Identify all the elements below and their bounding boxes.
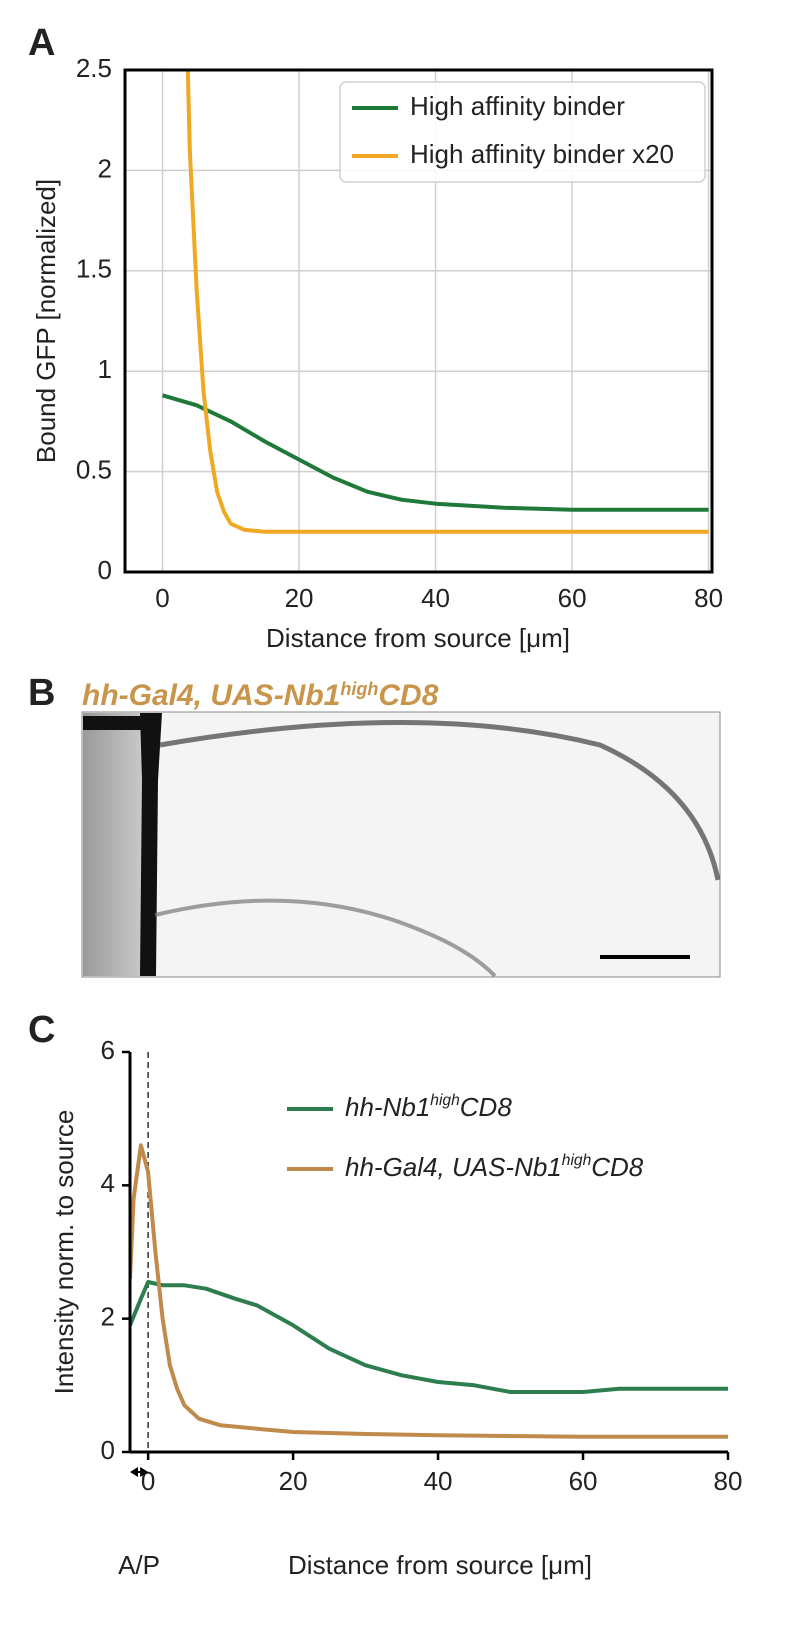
x-tick-label: 0 [155,583,169,613]
panel-label: B [28,672,55,714]
y-tick-label: 2 [98,153,112,183]
y-tick-label: 0.5 [76,454,112,484]
x-tick-label: 80 [694,583,723,613]
text-part: high [430,1092,459,1109]
legend-label: High affinity binder x20 [410,139,674,169]
legend-label: hh-Gal4, UAS-Nb1highCD8 [345,1152,644,1182]
y-tick-label: 2.5 [76,53,112,83]
micrograph [81,711,721,978]
y-tick-label: 1 [98,354,112,384]
panel-title: hh-Gal4, UAS-Nb1highCD8 [82,679,439,712]
text-part: hh-Nb1 [345,1092,430,1122]
annotation: A/P [118,1550,160,1580]
text-part: CD8 [591,1152,644,1182]
x-axis-label: Distance from source [μm] [288,1550,592,1580]
series-line [130,1143,728,1439]
x-axis-label: Distance from source [μm] [266,623,570,653]
text-part: high [562,1152,591,1169]
x-tick-label: 20 [279,1466,308,1496]
x-tick-label: 80 [714,1466,743,1496]
series-line [130,1280,728,1394]
text-part: CD8 [378,679,438,712]
y-tick-label: 2 [101,1302,115,1332]
x-tick-label: 60 [558,583,587,613]
legend-label: High affinity binder [410,91,625,121]
y-tick-label: 6 [101,1035,115,1065]
text-part: hh-Gal4, UAS-Nb1 [82,679,340,712]
y-tick-label: 0 [101,1435,115,1465]
x-tick-label: 20 [285,583,314,613]
y-tick-label: 4 [101,1168,115,1198]
panel-label: C [28,1009,55,1051]
y-axis-label: Bound GFP [normalized] [31,179,61,463]
x-tick-label: 60 [569,1466,598,1496]
legend-label: hh-Nb1highCD8 [345,1092,512,1122]
y-tick-label: 1.5 [76,254,112,284]
series-line [185,70,709,534]
text-part: CD8 [460,1092,513,1122]
text-part: high [340,679,378,699]
plot-frame [123,68,714,574]
legend-frame [339,81,706,183]
series-line [161,393,709,512]
text-part: hh-Gal4, UAS-Nb1 [345,1152,562,1182]
y-tick-label: 0 [98,555,112,585]
arrow-head [130,1467,149,1477]
x-tick-label: 40 [421,583,450,613]
x-tick-label: 40 [424,1466,453,1496]
panel-label: A [28,22,55,64]
y-axis-label: Intensity norm. to source [49,1110,79,1395]
